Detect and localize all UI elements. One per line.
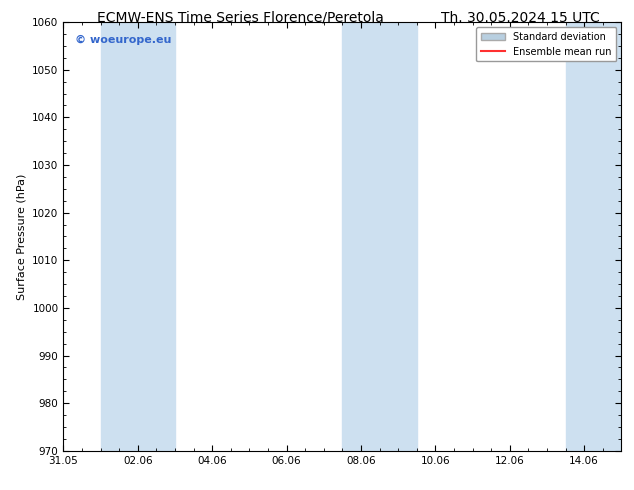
Legend: Standard deviation, Ensemble mean run: Standard deviation, Ensemble mean run (476, 27, 616, 61)
Text: ECMW-ENS Time Series Florence/Peretola: ECMW-ENS Time Series Florence/Peretola (98, 11, 384, 25)
Bar (101, 22, 175, 451)
Text: Th. 30.05.2024 15 UTC: Th. 30.05.2024 15 UTC (441, 11, 599, 25)
Y-axis label: Surface Pressure (hPa): Surface Pressure (hPa) (16, 173, 27, 299)
Bar (342, 22, 417, 451)
Bar (566, 22, 621, 451)
Text: © woeurope.eu: © woeurope.eu (75, 35, 171, 45)
